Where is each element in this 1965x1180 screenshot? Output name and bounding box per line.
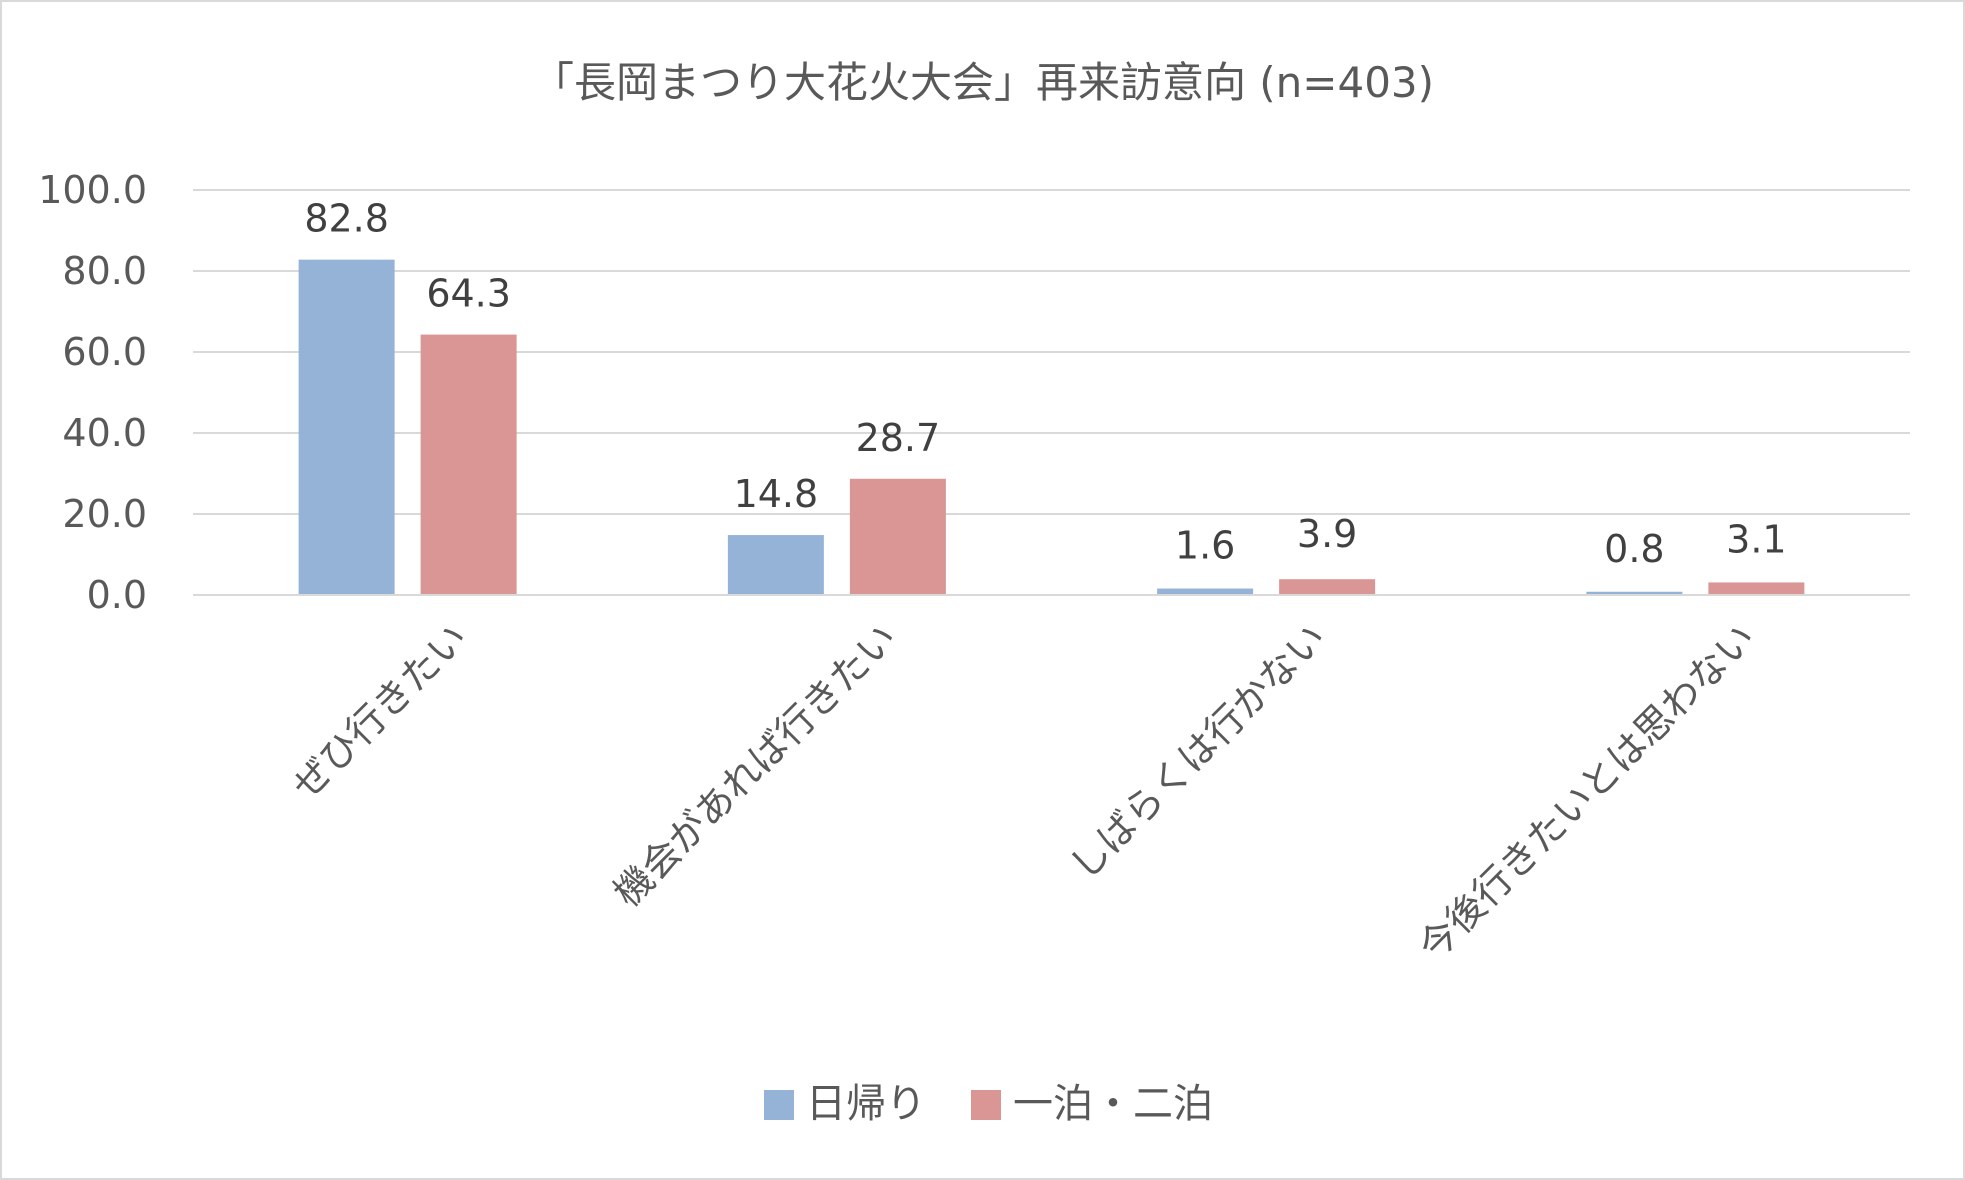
data-label: 82.8 (304, 197, 389, 241)
bar (1279, 579, 1376, 595)
y-tick-label: 60.0 (62, 330, 147, 374)
x-axis: ぜひ行きたい 機会があれば行きたい しばらくは行かない 今後行きたいとは思わない (193, 594, 1910, 969)
data-label: 0.8 (1604, 527, 1664, 571)
y-tick-label: 100.0 (38, 168, 147, 212)
legend-label: 一泊・二泊 (1013, 1081, 1213, 1127)
bar (420, 334, 517, 595)
data-label: 3.9 (1297, 512, 1357, 556)
data-label: 28.7 (856, 416, 941, 460)
legend-label: 日帰り (806, 1081, 926, 1127)
bar (298, 259, 395, 595)
data-label: 64.3 (426, 272, 511, 316)
bar (1586, 591, 1683, 595)
data-label: 3.1 (1726, 517, 1786, 561)
data-label: 1.6 (1175, 524, 1235, 568)
x-category-label: 今後行きたいとは思わない (1410, 615, 1764, 969)
bars (298, 259, 1805, 595)
data-labels: 82.8 64.3 14.8 28.7 1.6 3.9 0.8 3.1 (304, 197, 1786, 571)
bar (727, 535, 824, 595)
x-category-label: ぜひ行きたい (284, 615, 476, 807)
bar (1708, 582, 1805, 595)
chart-title: 「長岡まつり大花火大会」再来訪意向 (n=403) (532, 58, 1434, 107)
y-tick-label: 20.0 (62, 492, 147, 536)
legend-swatch (971, 1090, 1001, 1120)
y-axis: 0.0 20.0 40.0 60.0 80.0 100.0 (38, 168, 147, 617)
data-label: 14.8 (734, 472, 819, 516)
bar (849, 478, 946, 595)
bar (1157, 588, 1254, 595)
legend: 日帰り 一泊・二泊 (764, 1081, 1213, 1127)
legend-swatch (764, 1090, 794, 1120)
y-tick-label: 0.0 (87, 573, 147, 617)
y-tick-label: 80.0 (62, 249, 147, 293)
y-tick-label: 40.0 (62, 411, 147, 455)
x-category-label: 機会があれば行きたい (605, 615, 905, 915)
x-category-label: しばらくは行かない (1062, 615, 1335, 888)
